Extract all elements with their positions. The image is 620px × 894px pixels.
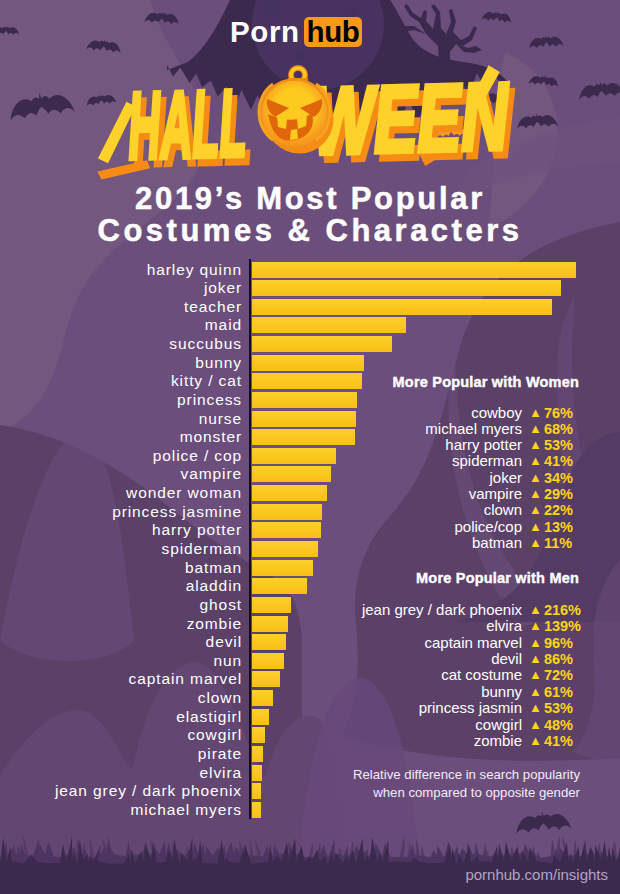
svg-text:WEEN: WEEN [311, 63, 511, 174]
